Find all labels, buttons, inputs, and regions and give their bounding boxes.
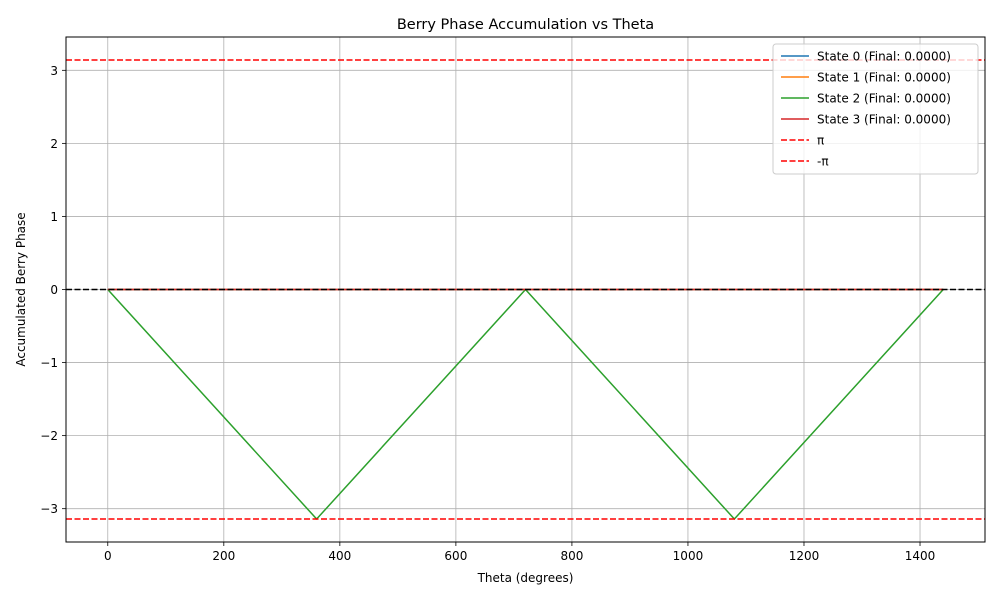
x-tick-label: 200 (212, 549, 235, 563)
legend-label: State 1 (Final: 0.0000) (817, 71, 951, 85)
legend-label: State 3 (Final: 0.0000) (817, 113, 951, 127)
legend-label: -π (817, 155, 829, 169)
y-tick-label: 3 (50, 64, 58, 78)
x-tick-label: 800 (560, 549, 583, 563)
x-tick-label: 1200 (789, 549, 820, 563)
series-lines (107, 288, 944, 520)
legend-label: State 0 (Final: 0.0000) (817, 50, 951, 64)
y-axis-ticks: −3 −2 −1 0 1 2 3 (40, 64, 66, 516)
y-tick-label: −2 (40, 429, 58, 443)
x-tick-label: 600 (444, 549, 467, 563)
series-line-state-2 (107, 288, 944, 520)
x-tick-label: 0 (104, 549, 112, 563)
y-tick-label: 2 (50, 137, 58, 151)
x-tick-label: 1400 (905, 549, 936, 563)
x-tick-label: 1000 (673, 549, 704, 563)
legend: State 0 (Final: 0.0000) State 1 (Final: 0… (772, 43, 979, 175)
chart-title: Berry Phase Accumulation vs Theta (397, 17, 654, 33)
y-tick-label: −3 (40, 502, 58, 516)
x-axis-ticks: 0 200 400 600 800 1000 1200 1400 (104, 542, 935, 563)
y-tick-label: −1 (40, 356, 58, 370)
legend-box (772, 43, 979, 175)
legend-label: State 2 (Final: 0.0000) (817, 92, 951, 106)
x-tick-label: 400 (328, 549, 351, 563)
legend-label: π (817, 134, 824, 148)
x-axis-title: Theta (degrees) (477, 571, 574, 585)
y-axis-title: Accumulated Berry Phase (14, 212, 28, 366)
y-tick-label: 1 (50, 210, 58, 224)
y-tick-label: 0 (50, 283, 58, 297)
